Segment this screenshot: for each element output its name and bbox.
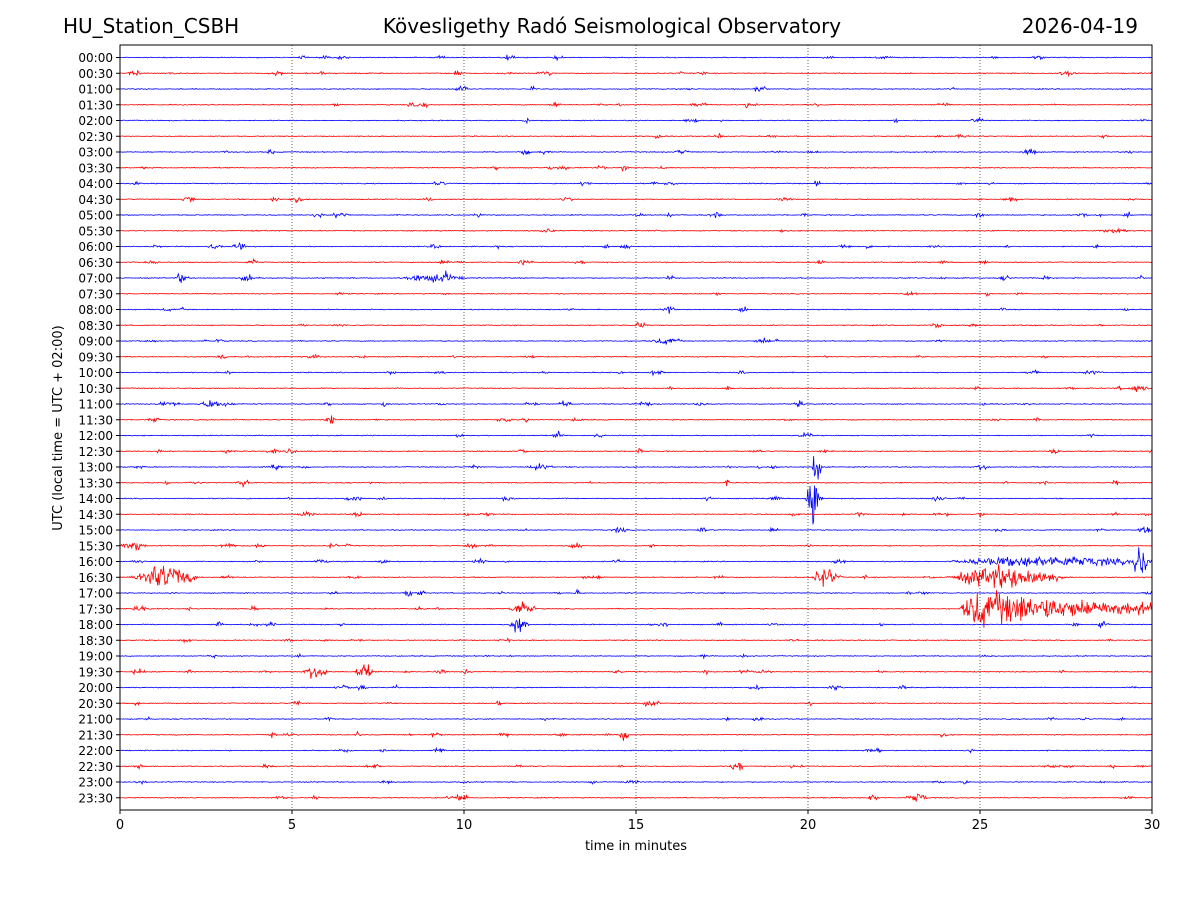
y-tick-label: 03:00 <box>78 146 113 160</box>
station-name: HU_Station_CSBH <box>63 14 240 38</box>
trace-0930 <box>119 353 1153 360</box>
y-tick-label: 13:00 <box>78 461 113 475</box>
y-tick-label: 22:00 <box>78 744 113 758</box>
y-tick-label: 03:30 <box>78 161 113 175</box>
y-tick-label: 19:00 <box>78 650 113 664</box>
trace-2100 <box>119 716 1153 722</box>
y-tick-label: 08:00 <box>78 303 113 317</box>
y-tick-label: 18:30 <box>78 634 113 648</box>
trace-0130 <box>119 101 1153 109</box>
trace-1030 <box>119 384 1153 392</box>
y-tick-label: 05:30 <box>78 224 113 238</box>
trace-1130 <box>119 415 1153 424</box>
x-tick-label: 25 <box>972 818 989 833</box>
y-tick-label: 10:00 <box>78 366 113 380</box>
y-tick-label: 12:30 <box>78 445 113 459</box>
trace-0430 <box>119 196 1153 204</box>
trace-1300 <box>119 456 1153 480</box>
y-tick-label: 21:00 <box>78 713 113 727</box>
trace-1930 <box>119 664 1153 679</box>
trace-1200 <box>119 430 1153 439</box>
y-tick-label: 19:30 <box>78 665 113 679</box>
y-tick-label: 17:00 <box>78 587 113 601</box>
trace-0330 <box>119 164 1153 173</box>
trace-1630 <box>119 564 1153 589</box>
y-tick-label: 13:30 <box>78 476 113 490</box>
trace-1330 <box>119 479 1153 489</box>
y-tick-label: 11:30 <box>78 413 113 427</box>
y-tick-label: 17:30 <box>78 602 113 616</box>
y-tick-label: 10:30 <box>78 382 113 396</box>
trace-0100 <box>119 85 1153 92</box>
trace-group <box>119 54 1153 802</box>
trace-1830 <box>119 637 1153 644</box>
y-tick-label: 20:00 <box>78 681 113 695</box>
trace-2330 <box>119 793 1153 802</box>
trace-2130 <box>119 730 1153 741</box>
y-tick-label: 08:30 <box>78 319 113 333</box>
grid-lines <box>291 45 981 810</box>
trace-1100 <box>119 400 1153 408</box>
y-tick-label: 06:00 <box>78 240 113 254</box>
y-tick-label: 18:00 <box>78 618 113 632</box>
trace-1700 <box>119 588 1153 597</box>
y-tick-label: 15:00 <box>78 524 113 538</box>
y-tick-label: 22:30 <box>78 760 113 774</box>
y-tick-label: 16:00 <box>78 555 113 569</box>
observatory-title: Kövesligethy Radó Seismological Observat… <box>382 14 842 38</box>
x-tick-label: 0 <box>116 818 124 833</box>
x-tick-label: 10 <box>456 818 473 833</box>
y-tick-label: 15:30 <box>78 539 113 553</box>
y-tick-label: 16:30 <box>78 571 113 585</box>
trace-0900 <box>119 337 1153 345</box>
trace-0700 <box>119 270 1153 283</box>
y-tick-label: 21:30 <box>78 728 113 742</box>
y-tick-label: 00:30 <box>78 67 113 81</box>
y-tick-label: 23:30 <box>78 791 113 805</box>
y-tick-label: 11:00 <box>78 398 113 412</box>
y-tick-label: 06:30 <box>78 256 113 270</box>
y-tick-label: 09:30 <box>78 350 113 364</box>
y-tick-label: 04:30 <box>78 193 113 207</box>
x-axis: 0 5 10 15 20 25 30 <box>116 810 1160 833</box>
trace-1500 <box>119 525 1153 534</box>
y-tick-label: 09:00 <box>78 335 113 349</box>
trace-0530 <box>119 227 1153 234</box>
record-date: 2026-04-19 <box>1021 14 1138 38</box>
trace-2230 <box>119 762 1153 771</box>
trace-1900 <box>119 652 1153 660</box>
y-tick-label: 23:00 <box>78 776 113 790</box>
trace-1530 <box>119 542 1153 551</box>
y-tick-label: 02:30 <box>78 130 113 144</box>
trace-0730 <box>119 290 1153 298</box>
y-axis-label: UTC (local time = UTC + 02:00) <box>51 325 66 530</box>
x-tick-label: 20 <box>800 818 817 833</box>
y-tick-label: 04:00 <box>78 177 113 191</box>
y-tick-label: 05:00 <box>78 209 113 223</box>
y-tick-label: 07:30 <box>78 287 113 301</box>
y-tick-label: 20:30 <box>78 697 113 711</box>
y-tick-label: 07:00 <box>78 272 113 286</box>
y-tick-label: 01:30 <box>78 98 113 112</box>
x-tick-label: 30 <box>1144 818 1161 833</box>
trace-1230 <box>119 448 1153 455</box>
x-tick-label: 5 <box>288 818 296 833</box>
y-tick-label: 00:00 <box>78 51 113 65</box>
y-tick-label: 14:30 <box>78 508 113 522</box>
trace-1600 <box>119 547 1153 573</box>
trace-0030 <box>119 70 1153 78</box>
trace-0500 <box>119 211 1153 219</box>
y-tick-label: 14:00 <box>78 492 113 506</box>
x-tick-label: 15 <box>628 818 645 833</box>
y-tick-label: 01:00 <box>78 83 113 97</box>
y-tick-label: 12:00 <box>78 429 113 443</box>
y-tick-label: 02:00 <box>78 114 113 128</box>
trace-0630 <box>119 257 1153 266</box>
trace-0300 <box>119 148 1153 156</box>
x-axis-label: time in minutes <box>585 839 687 854</box>
